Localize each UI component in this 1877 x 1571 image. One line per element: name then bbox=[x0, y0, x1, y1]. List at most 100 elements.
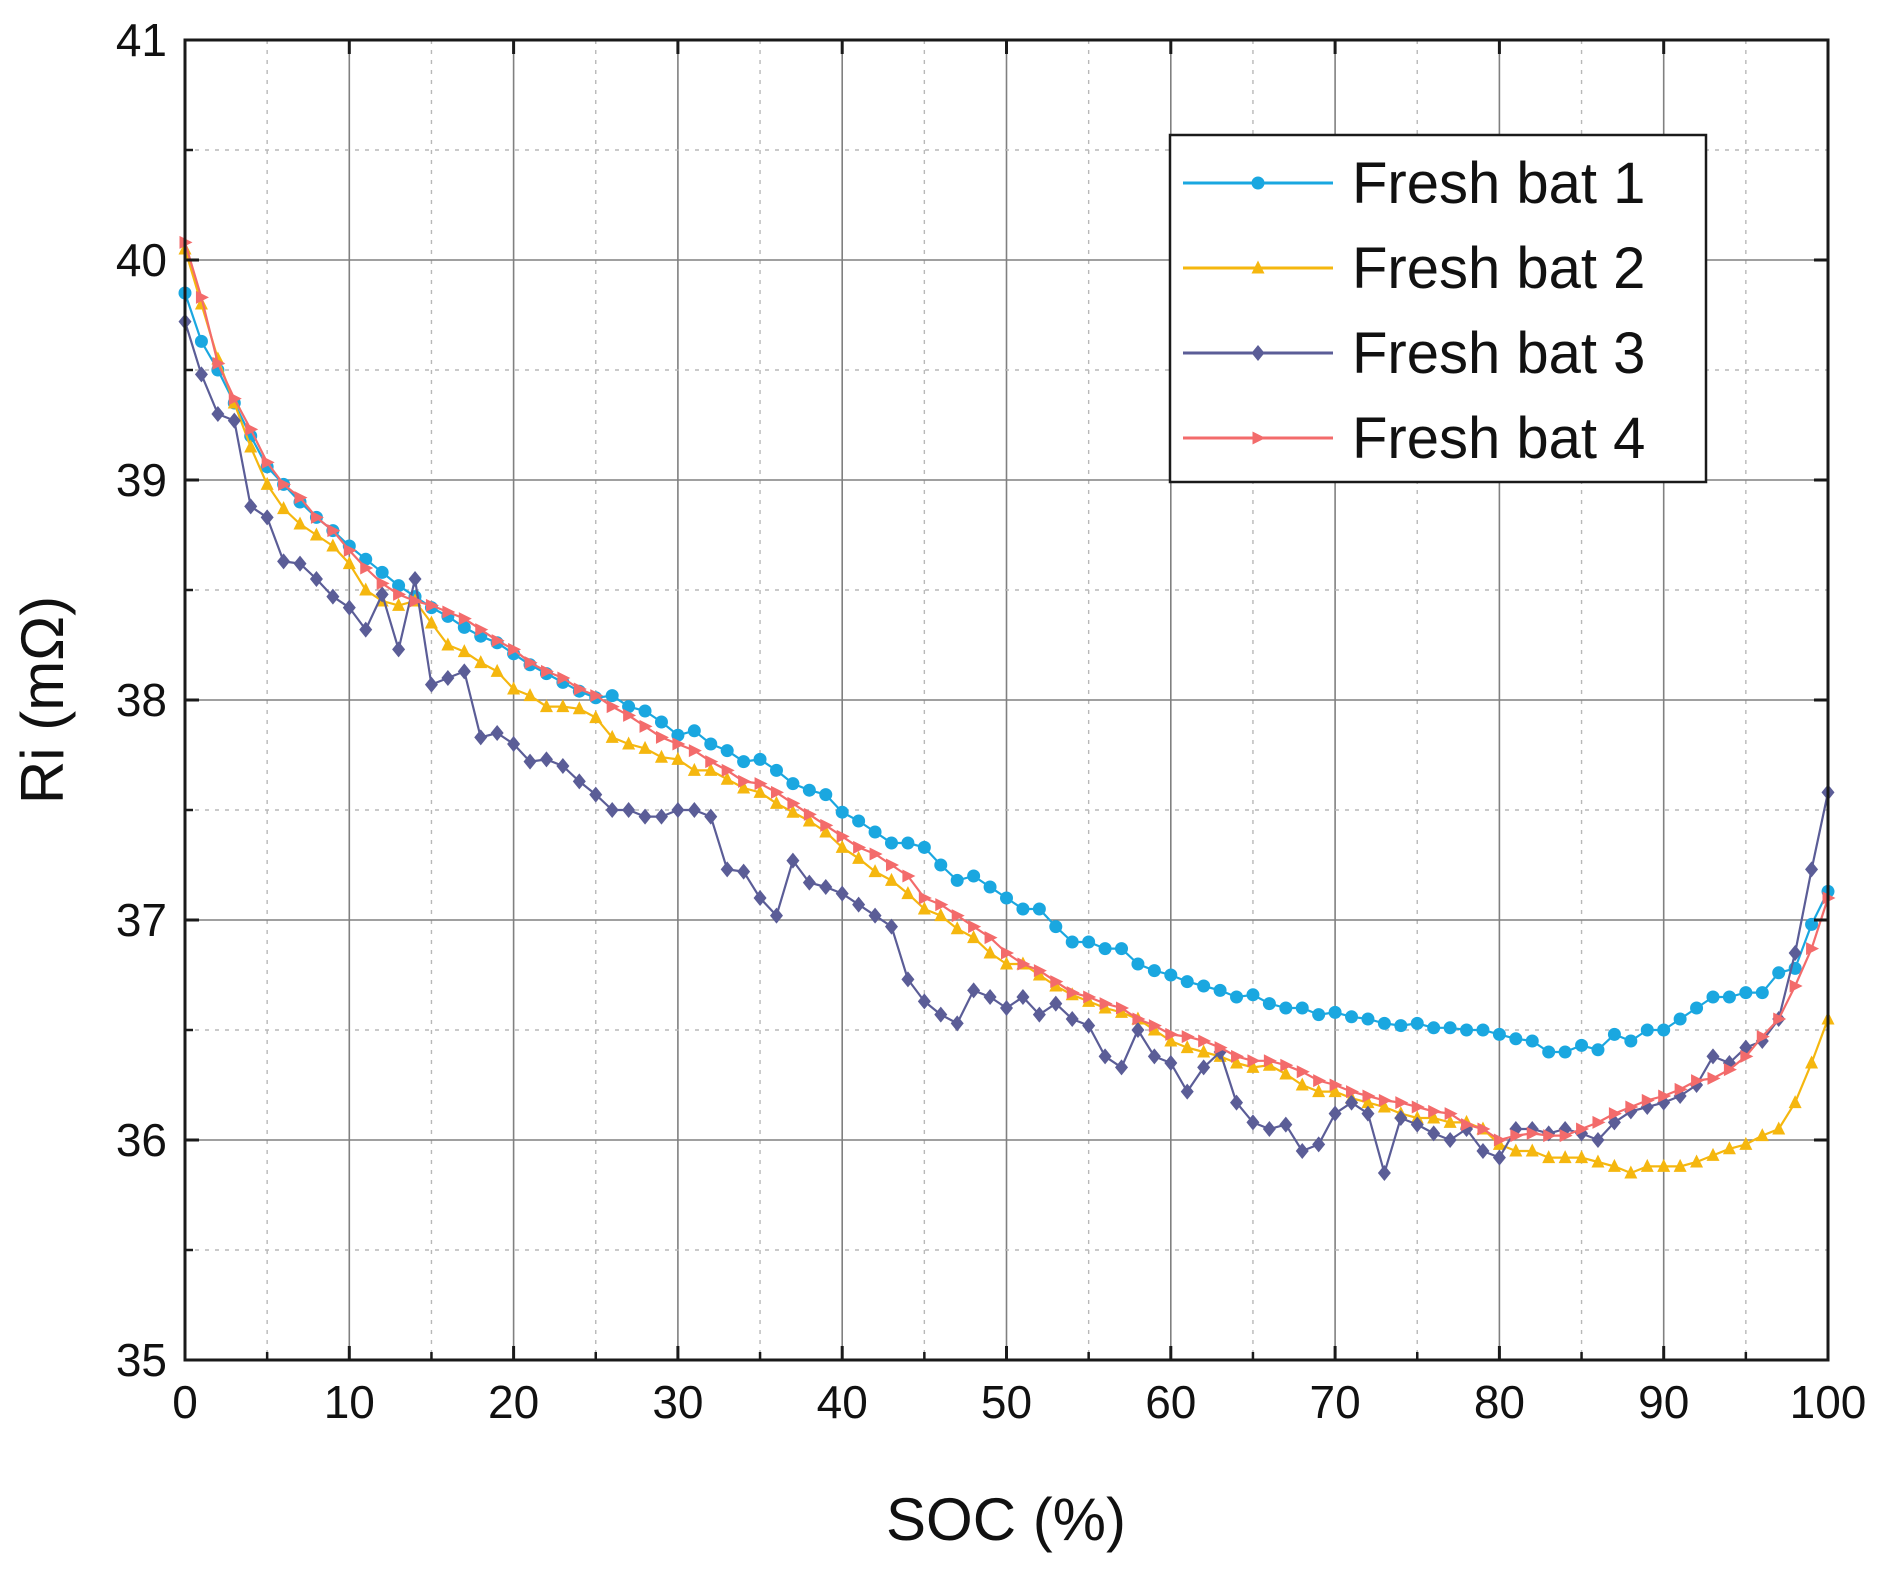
legend-item: Fresh bat 4 bbox=[1183, 406, 1645, 471]
data-point bbox=[769, 907, 783, 924]
data-point bbox=[539, 751, 553, 768]
data-point bbox=[1476, 1023, 1490, 1037]
data-point bbox=[737, 863, 751, 880]
data-point bbox=[590, 689, 604, 703]
data-point bbox=[556, 699, 570, 713]
data-point bbox=[1772, 966, 1786, 980]
data-point bbox=[1132, 1012, 1146, 1026]
data-point bbox=[884, 872, 898, 886]
data-point bbox=[573, 682, 587, 696]
data-point bbox=[1295, 1001, 1309, 1015]
data-point bbox=[523, 688, 537, 702]
data-point bbox=[1296, 1065, 1310, 1079]
data-point bbox=[1739, 986, 1753, 1000]
data-point bbox=[885, 858, 899, 872]
data-point bbox=[474, 655, 488, 669]
legend: Fresh bat 1 Fresh bat 2 Fresh bat 3 Fresh b… bbox=[1168, 133, 1708, 484]
data-point bbox=[1295, 1143, 1309, 1159]
data-point bbox=[705, 755, 719, 769]
data-point bbox=[409, 594, 423, 608]
data-point bbox=[1214, 1041, 1228, 1055]
data-point bbox=[654, 715, 668, 729]
series-3 bbox=[178, 313, 1835, 1181]
data-point bbox=[1558, 1045, 1572, 1059]
data-point bbox=[1591, 1132, 1605, 1148]
data-point bbox=[392, 579, 406, 593]
data-point bbox=[375, 565, 389, 579]
data-point bbox=[442, 605, 456, 619]
data-point bbox=[852, 896, 866, 913]
data-point bbox=[1394, 1019, 1408, 1033]
data-point bbox=[228, 392, 242, 406]
legend-marker bbox=[1251, 260, 1265, 274]
data-point bbox=[671, 802, 685, 818]
data-point bbox=[950, 921, 964, 935]
data-point bbox=[490, 663, 504, 677]
data-point bbox=[1607, 1027, 1621, 1041]
data-point bbox=[1706, 990, 1720, 1004]
data-point bbox=[1049, 995, 1063, 1012]
data-point bbox=[1640, 1023, 1654, 1037]
data-point bbox=[901, 886, 915, 900]
data-point bbox=[1246, 1059, 1260, 1073]
data-point bbox=[1575, 1150, 1589, 1164]
x-tick-label: 100 bbox=[1790, 1376, 1867, 1428]
y-tick-label: 39 bbox=[116, 454, 167, 506]
data-point bbox=[819, 824, 833, 838]
data-point bbox=[1460, 1023, 1474, 1037]
data-point bbox=[917, 993, 931, 1010]
data-point bbox=[622, 700, 636, 714]
data-point bbox=[967, 982, 981, 999]
data-point bbox=[359, 621, 373, 638]
data-point bbox=[1279, 1066, 1293, 1080]
data-point bbox=[424, 615, 438, 629]
data-point bbox=[737, 755, 751, 769]
data-point bbox=[326, 538, 340, 552]
data-point bbox=[1165, 1027, 1179, 1041]
data-point bbox=[1279, 1001, 1293, 1015]
y-tick-label: 35 bbox=[116, 1334, 167, 1386]
data-point bbox=[638, 808, 652, 825]
data-point bbox=[1542, 1045, 1556, 1059]
x-tick-label: 90 bbox=[1638, 1376, 1689, 1428]
y-axis-label: Ri (mΩ) bbox=[9, 596, 76, 804]
data-point bbox=[1016, 989, 1030, 1005]
data-point bbox=[309, 527, 323, 541]
data-point bbox=[884, 836, 898, 850]
data-point bbox=[1198, 1034, 1212, 1048]
data-point bbox=[1805, 1055, 1819, 1069]
data-point bbox=[672, 737, 686, 751]
data-point bbox=[902, 869, 916, 883]
data-point bbox=[934, 908, 948, 922]
data-point bbox=[194, 334, 208, 348]
data-point bbox=[1033, 964, 1047, 978]
data-point bbox=[393, 587, 407, 601]
data-point bbox=[868, 864, 882, 878]
data-point bbox=[753, 784, 767, 798]
data-point bbox=[1329, 1078, 1343, 1092]
data-point bbox=[245, 422, 259, 436]
data-point bbox=[786, 804, 800, 818]
data-point bbox=[508, 642, 522, 656]
data-point bbox=[1723, 1063, 1737, 1077]
data-point bbox=[769, 763, 783, 777]
data-point bbox=[622, 736, 636, 750]
data-point bbox=[1263, 1054, 1277, 1068]
data-point bbox=[738, 774, 752, 788]
data-point bbox=[1164, 1055, 1178, 1071]
data-point bbox=[1706, 1048, 1720, 1065]
data-point bbox=[1444, 1107, 1458, 1121]
data-point bbox=[1377, 1165, 1391, 1181]
data-point bbox=[721, 763, 735, 777]
data-point bbox=[1065, 935, 1079, 949]
data-point bbox=[1262, 1121, 1276, 1137]
data-point bbox=[1180, 1083, 1194, 1100]
data-point bbox=[475, 623, 489, 637]
data-point bbox=[1673, 1158, 1687, 1172]
data-point bbox=[1722, 1141, 1736, 1155]
data-point bbox=[671, 728, 685, 742]
data-point bbox=[424, 676, 438, 693]
data-point bbox=[359, 582, 373, 596]
data-point bbox=[1361, 1012, 1375, 1026]
data-point bbox=[1476, 1143, 1490, 1159]
